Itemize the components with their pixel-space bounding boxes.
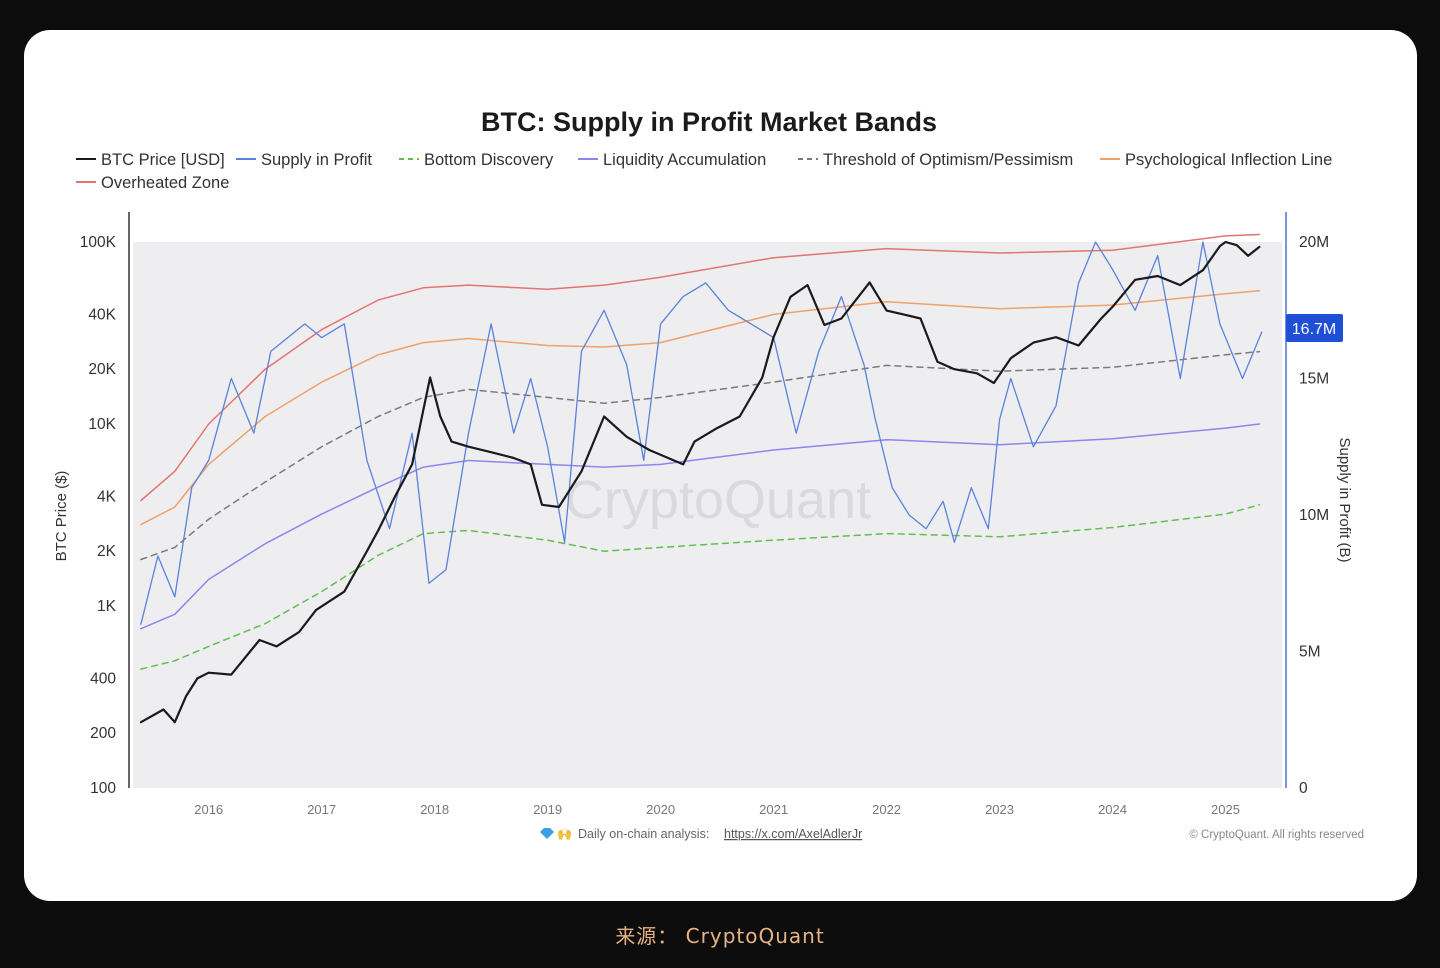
legend-label: Overheated Zone (101, 174, 229, 192)
legend-item-overheated-zone[interactable]: Overheated Zone (76, 174, 229, 192)
y-tick-label: 40K (88, 306, 116, 323)
legend-item-psychological-inflection-line[interactable]: Psychological Inflection Line (1100, 151, 1332, 169)
y-tick-label: 10K (88, 416, 116, 433)
legend-item-liquidity-accumulation[interactable]: Liquidity Accumulation (578, 151, 766, 169)
x-tick-label: 2022 (872, 802, 901, 817)
x-tick-label: 2023 (985, 802, 1014, 817)
footer-link[interactable]: https://x.com/AxelAdlerJr (724, 827, 862, 841)
x-axis-ticks: 2016 2017 2018 2019 2020 2021 2022 2023 2024 2025 (194, 802, 1240, 817)
legend-label: Liquidity Accumulation (603, 151, 766, 169)
series-line-threshold-of-optimism-pessimism (140, 350, 1261, 561)
x-tick-label: 2025 (1211, 802, 1240, 817)
hands-icon: 🙌 (557, 827, 572, 841)
series-line-psychological-inflection-line (140, 289, 1261, 526)
footer: 🙌 Daily on-chain analysis: https://x.com… (540, 827, 1364, 841)
footer-text: Daily on-chain analysis: (578, 827, 709, 841)
series-line-btc-price-usd (139, 240, 1261, 724)
chart-card: BTC: Supply in Profit Market Bands BTC P… (24, 30, 1417, 901)
series-line-liquidity-accumulation (140, 423, 1261, 630)
legend-label: BTC Price [USD] (101, 151, 225, 169)
y2-axis-label: Supply in Profit (B) (1336, 437, 1353, 562)
x-tick-label: 2019 (533, 802, 562, 817)
last-value-badge: 16.7M (1286, 314, 1343, 342)
y-tick-label: 4K (97, 488, 117, 505)
y-axis-ticks: 100K 40K 20K 10K 4K 2K 1K 400 200 100 (80, 234, 117, 797)
series-line-overheated-zone (140, 233, 1261, 502)
y2-tick-label: 5M (1299, 644, 1321, 661)
y-tick-label: 100K (80, 234, 117, 251)
series-line-supply-in-profit (140, 241, 1263, 625)
diamond-icon (540, 828, 554, 839)
x-tick-label: 2020 (646, 802, 675, 817)
y-tick-label: 20K (88, 361, 116, 378)
series-layer (139, 233, 1263, 724)
y2-tick-label: 20M (1299, 234, 1329, 251)
y2-tick-label: 10M (1299, 507, 1329, 524)
chart-title: BTC: Supply in Profit Market Bands (481, 107, 937, 137)
copyright: © CryptoQuant. All rights reserved (1189, 829, 1364, 841)
legend-item-btc-price-usd[interactable]: BTC Price [USD] (76, 151, 225, 169)
legend-label: Supply in Profit (261, 151, 372, 169)
y-tick-label: 2K (97, 543, 117, 560)
x-tick-label: 2024 (1098, 802, 1127, 817)
plot-area (133, 242, 1282, 788)
legend-label: Threshold of Optimism/Pessimism (823, 151, 1073, 169)
legend: BTC Price [USD] Supply in Profit Bottom Di… (76, 151, 1332, 192)
y-axis-label: BTC Price ($) (53, 471, 70, 562)
x-tick-label: 2021 (759, 802, 788, 817)
y-tick-label: 100 (90, 780, 116, 797)
legend-item-supply-in-profit[interactable]: Supply in Profit (236, 151, 372, 169)
legend-item-bottom-discovery[interactable]: Bottom Discovery (399, 151, 554, 169)
y-tick-label: 400 (90, 670, 116, 687)
watermark: CryptoQuant (565, 470, 871, 530)
legend-item-threshold-of-optimism-pessimism[interactable]: Threshold of Optimism/Pessimism (798, 151, 1073, 169)
legend-label: Psychological Inflection Line (1125, 151, 1332, 169)
y2-axis-ticks: 20M 15M 10M 5M 0 (1299, 234, 1329, 797)
x-tick-label: 2016 (194, 802, 223, 817)
y-tick-label: 1K (97, 598, 117, 615)
x-tick-label: 2017 (307, 802, 336, 817)
y-tick-label: 200 (90, 725, 116, 742)
series-line-bottom-discovery (140, 504, 1261, 670)
chart: BTC: Supply in Profit Market Bands BTC P… (53, 107, 1364, 841)
y2-tick-label: 15M (1299, 371, 1329, 388)
source-caption: 来源： CryptoQuant (615, 924, 825, 948)
legend-label: Bottom Discovery (424, 151, 554, 169)
last-value-label: 16.7M (1292, 321, 1336, 338)
y2-tick-label: 0 (1299, 780, 1308, 797)
x-tick-label: 2018 (420, 802, 449, 817)
